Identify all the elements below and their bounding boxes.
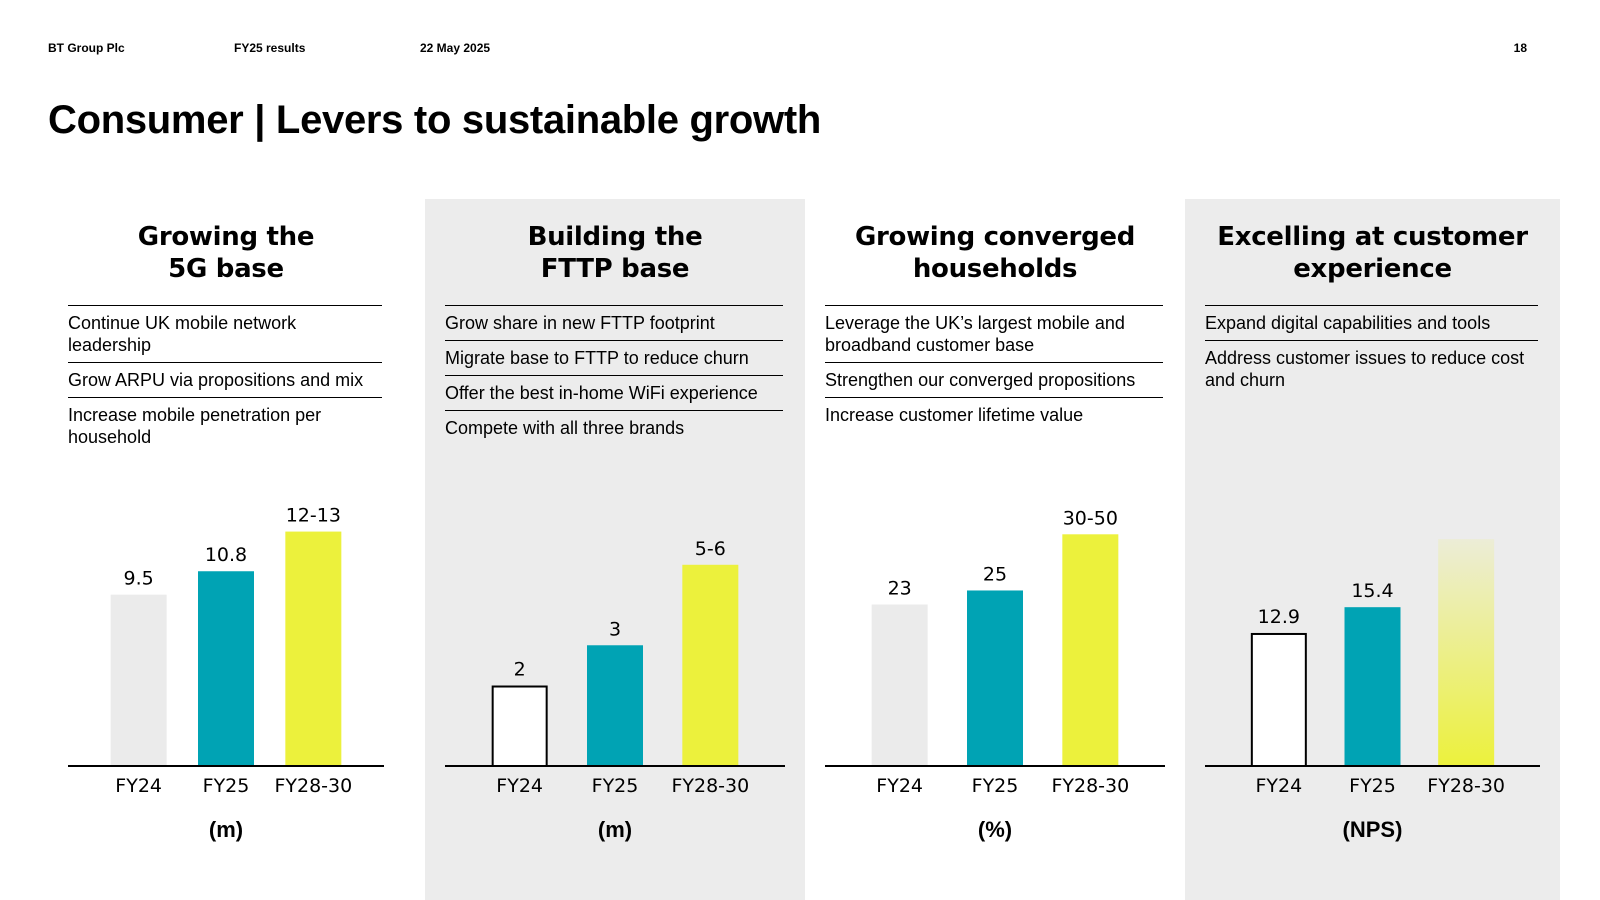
lever-list: Grow share in new FTTP footprint Migrate… [445,305,783,445]
category-label: FY24 [496,775,543,797]
category-label: FY28-30 [1427,775,1505,797]
category-label: FY25 [203,775,250,797]
chart-unit: (m) [208,817,244,842]
bar-chart-5g: 9.5 FY24 10.8 FY25 12-13 FY28-30 [68,505,384,797]
column-customer-experience: Excelling at customer experience Expand … [1185,199,1560,900]
data-label: 9.5 [124,568,154,590]
column-title-line: FTTP base [540,254,690,284]
bar-fy24 [110,594,167,766]
column-5g: Growing the 5G base Continue UK mobile n… [48,199,404,900]
bar-fy24 [1250,632,1307,767]
bar-fy28-30 [1438,539,1495,766]
chart-unit: (NPS) [1342,817,1403,842]
column-fttp: Building the FTTP base Grow share in new… [425,199,805,900]
category-label: FY25 [972,775,1019,797]
category-label: FY25 [1349,775,1396,797]
lever-item: Increase mobile penetration per househol… [68,397,382,454]
page-title: Consumer | Levers to sustainable growth [48,98,821,142]
column-title-line: Growing the [137,222,315,252]
column-title: Building the FTTP base [425,221,805,285]
header-company: BT Group Plc [48,41,125,55]
data-label: 23 [888,578,912,600]
category-label: FY24 [1255,775,1302,797]
data-label: 25 [983,563,1007,585]
column-title-line: Building the [527,222,703,252]
bar-fy24 [491,685,548,768]
lever-item: Strengthen our converged propositions [825,362,1163,397]
lever-item: Continue UK mobile network leadership [68,305,382,362]
column-title-line: experience [1293,254,1452,284]
bar-fy25 [1344,607,1401,766]
page-number: 18 [1513,41,1527,55]
bar-fy28-30 [1062,534,1119,766]
bar-fy25 [967,590,1023,766]
data-label: 12.9 [1258,606,1300,628]
category-label: FY24 [876,775,923,797]
column-title-line: 5G base [168,254,284,284]
category-label: FY28-30 [671,775,749,797]
category-label: FY28-30 [1051,775,1129,797]
data-label: 2 [514,659,526,681]
lever-item: Migrate base to FTTP to reduce churn [445,340,783,375]
data-label: 10.8 [205,544,247,566]
header-date: 22 May 2025 [420,41,491,55]
column-title: Growing the 5G base [48,221,404,285]
lever-list: Continue UK mobile network leadership Gr… [68,305,382,454]
bar-chart-fttp: 2 FY24 3 FY25 5-6 FY28-30 [445,538,785,797]
lever-list: Leverage the UK’s largest mobile and bro… [825,305,1163,432]
bar-chart-nps: 12.9 FY24 15.4 FY25 FY28-30 [1205,539,1540,797]
lever-item: Grow share in new FTTP footprint [445,305,783,340]
column-title-line: Growing converged [854,222,1136,252]
category-label: FY25 [592,775,639,797]
column-title: Growing converged households [805,221,1185,285]
header-report: FY25 results [234,41,306,55]
data-label: 15.4 [1351,580,1393,602]
category-label: FY28-30 [274,775,352,797]
chart-unit: (m) [597,817,633,842]
data-label: 3 [609,618,621,640]
bar-fy28-30 [285,531,342,766]
bar-fy25 [198,571,254,766]
lever-item: Increase customer lifetime value [825,397,1163,432]
column-converged: Growing converged households Leverage th… [805,199,1185,900]
bar-chart-converged: 23 FY24 25 FY25 30-50 FY28-30 [825,507,1165,797]
category-label: FY24 [115,775,162,797]
lever-item: Leverage the UK’s largest mobile and bro… [825,305,1163,362]
lever-item: Offer the best in-home WiFi experience [445,375,783,410]
lever-list: Expand digital capabilities and tools Ad… [1205,305,1538,397]
lever-item: Expand digital capabilities and tools [1205,305,1538,340]
chart-unit: (%) [977,817,1013,842]
lever-item: Address customer issues to reduce cost a… [1205,340,1538,397]
data-label: 5-6 [695,538,726,560]
column-title-line: households [912,254,1078,284]
bar-fy28-30 [682,564,739,766]
bar-fy24 [871,604,928,766]
column-title: Excelling at customer experience [1185,221,1560,285]
data-label: 30-50 [1063,507,1118,529]
lever-item: Compete with all three brands [445,410,783,445]
bar-fy25 [587,645,643,766]
column-title-line: Excelling at customer [1217,222,1528,252]
data-label: 12-13 [286,505,341,527]
lever-item: Grow ARPU via propositions and mix [68,362,382,397]
